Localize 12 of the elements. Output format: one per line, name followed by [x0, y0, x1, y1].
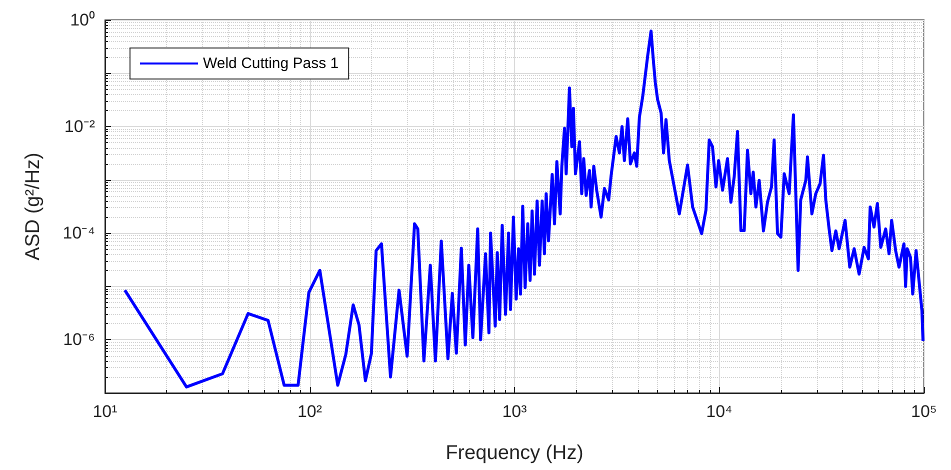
x-tick-label: 10⁴ [706, 402, 732, 421]
legend-label: Weld Cutting Pass 1 [203, 55, 339, 72]
x-axis-title: Frequency (Hz) [446, 442, 584, 464]
x-tick-label: 10⁵ [911, 402, 937, 421]
y-axis-title: ASD (g²/Hz) [22, 152, 44, 260]
y-tick-label: 10⁻⁴ [62, 224, 95, 243]
x-tick-label: 10² [297, 402, 322, 421]
y-tick-label: 10⁰ [70, 10, 95, 30]
y-tick-label: 10⁻⁶ [63, 330, 95, 350]
y-tick-label: 10⁻² [64, 117, 96, 136]
x-tick-label: 10¹ [92, 402, 118, 421]
x-tick-label: 10³ [502, 402, 528, 421]
